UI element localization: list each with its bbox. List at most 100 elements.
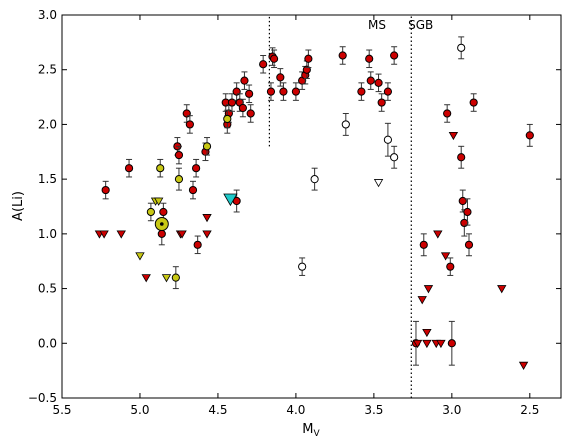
data-point: [443, 109, 452, 118]
data-point: [341, 120, 350, 129]
y-tick-label: −0.5: [28, 391, 57, 405]
data-point: [374, 78, 383, 87]
x-tick-label: 4.0: [286, 403, 305, 417]
upper-limit-point: [412, 339, 423, 349]
upper-limit-point: [448, 131, 459, 141]
data-point: [174, 150, 184, 160]
data-point: [223, 114, 232, 124]
data-point: [365, 54, 374, 63]
y-tick-label: 1.0: [38, 227, 57, 241]
upper-limit-point: [141, 274, 151, 283]
upper-limit-point: [99, 230, 109, 239]
data-point: [146, 207, 155, 217]
x-axis-label-subscript: V: [314, 429, 321, 439]
data-point: [310, 175, 319, 184]
y-tick-label: 1.5: [38, 172, 57, 186]
x-tick-label: 5.5: [52, 403, 71, 417]
x-tick-label: 2.5: [520, 403, 539, 417]
upper-limit-point: [436, 339, 446, 349]
upper-limit-point: [497, 285, 507, 294]
data-point: [238, 103, 247, 113]
data-point: [101, 185, 110, 195]
upper-limit-point: [440, 252, 451, 261]
data-point: [457, 153, 466, 162]
boundary-lines: [268, 15, 412, 398]
data-point-special-center: [160, 222, 164, 226]
data-point: [291, 87, 301, 96]
x-tick-label: 5.0: [130, 403, 149, 417]
upper-limit-point: [202, 230, 212, 239]
x-tick-label: 3.0: [442, 403, 461, 417]
y-tick-label: 2.5: [38, 63, 57, 77]
data-point: [377, 98, 386, 107]
data-point: [419, 240, 428, 249]
y-tick-label: 3.0: [38, 8, 57, 22]
data-point: [188, 185, 198, 195]
data-point: [276, 73, 285, 82]
data-point: [525, 131, 534, 140]
data-point: [159, 207, 168, 217]
data-point: [390, 153, 399, 162]
annotation-ms: MS: [368, 18, 386, 32]
upper-limit-point: [518, 361, 529, 370]
region-annotations: MS SGB: [368, 18, 433, 32]
data-point: [266, 87, 276, 96]
upper-limit-point: [116, 230, 126, 239]
data-point: [269, 54, 279, 63]
upper-limit-point: [433, 230, 443, 239]
data-point: [446, 262, 455, 271]
data-point: [124, 164, 134, 173]
data-point: [245, 89, 254, 98]
upper-limit-point: [202, 214, 212, 223]
data-point: [174, 175, 184, 184]
tick-labels: 5.5 5.0 4.5 4.0 3.5 3.0 2.5 −0.5 0.0 0.5 1.0 1.5 2.0…: [28, 8, 540, 417]
upper-limit-point: [135, 252, 145, 261]
upper-limit-point: [422, 339, 432, 349]
x-axis-label-main: M: [302, 422, 313, 437]
y-axis-label: A(Li): [11, 191, 26, 221]
data-point: [193, 240, 202, 249]
axis-ticks: [61, 14, 561, 399]
annotation-sgb: SGB: [408, 18, 433, 32]
data-point: [447, 339, 456, 348]
upper-limit-point: [177, 230, 187, 239]
data-point: [357, 87, 366, 96]
data-point: [464, 240, 474, 249]
data-point: [240, 76, 249, 85]
data-point: [202, 142, 212, 151]
data-point: [156, 164, 165, 173]
data-point: [338, 51, 347, 60]
data-point: [246, 109, 255, 118]
data-point: [457, 43, 466, 52]
upper-limit-point: [161, 274, 172, 283]
plot-frame: [61, 14, 562, 399]
y-tick-label: 0.5: [38, 282, 57, 296]
x-axis-label: MV: [302, 422, 320, 439]
upper-limit-point: [223, 193, 238, 207]
data-point: [383, 135, 393, 144]
upper-limit-point: [422, 328, 432, 338]
upper-limit-point: [417, 296, 427, 305]
data-point: [171, 273, 180, 282]
data-point: [390, 51, 399, 60]
data-point: [463, 207, 472, 217]
y-tick-label: 0.0: [38, 336, 57, 350]
data-point: [383, 87, 393, 96]
y-tick-label: 2.0: [38, 117, 57, 131]
upper-limit-point: [373, 179, 384, 188]
upper-limit-point: [153, 197, 164, 206]
upper-limit-point: [423, 285, 434, 294]
data-point: [298, 262, 307, 271]
data-point: [185, 120, 194, 129]
x-tick-label: 3.5: [364, 403, 383, 417]
data-point: [304, 54, 313, 63]
data-point: [259, 60, 268, 69]
data-point: [157, 229, 166, 238]
data-point: [192, 164, 201, 173]
data-point: [366, 76, 375, 85]
x-tick-label: 4.5: [208, 403, 227, 417]
data-point: [469, 98, 478, 107]
data-points: [94, 36, 534, 370]
data-point: [279, 87, 288, 96]
